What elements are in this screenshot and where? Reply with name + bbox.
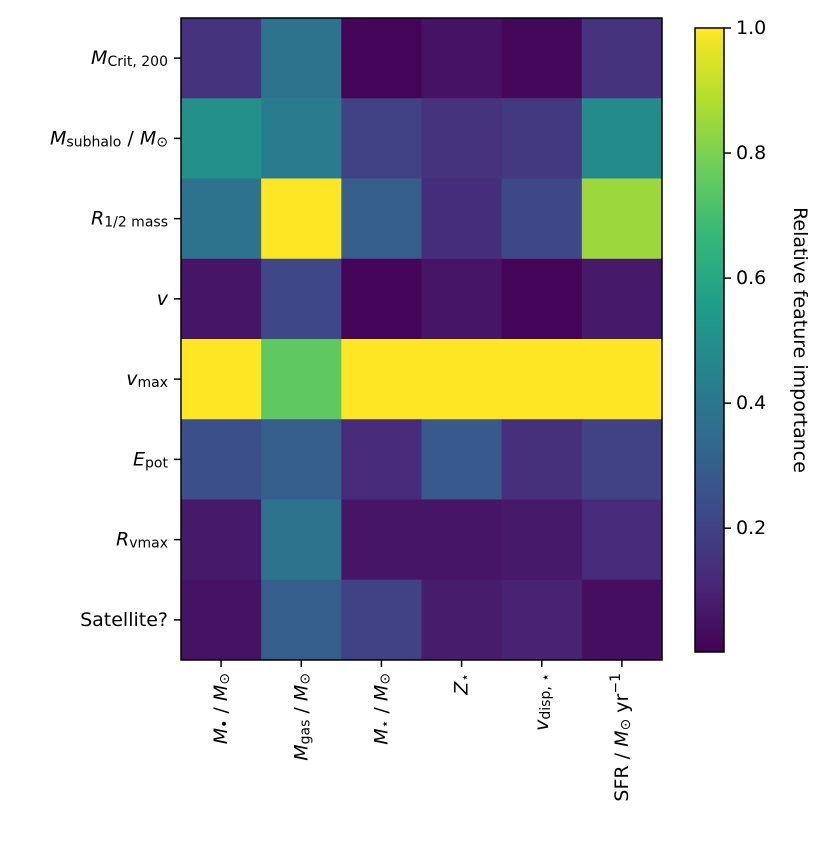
y-tick-label: vmax xyxy=(126,368,168,392)
heatmap-cell xyxy=(341,98,422,179)
colorbar-tick-label: 0.4 xyxy=(736,392,766,414)
y-tick-label: Msubhalo / M⊙ xyxy=(50,127,168,151)
x-tick-label: M• / M⊙ xyxy=(210,673,234,744)
y-tick-label: Rvmax xyxy=(116,528,168,552)
heatmap-cell xyxy=(501,579,583,661)
x-tick-label: Z⋆ xyxy=(450,673,474,696)
heatmap-cell xyxy=(501,98,583,179)
colorbar-tick-label: 0.2 xyxy=(736,517,766,539)
heatmap-cell xyxy=(261,178,342,260)
heatmap-cell xyxy=(421,258,503,340)
colorbar-tick-label: 0.8 xyxy=(736,142,766,164)
colorbar-tick-label: 1.0 xyxy=(736,17,766,39)
heatmap-cell xyxy=(341,499,422,581)
heatmap-cell xyxy=(181,98,262,179)
x-tick-label: vdisp, ⋆ xyxy=(530,673,554,731)
heatmap-cell xyxy=(501,258,583,340)
heatmap-cell xyxy=(421,499,503,581)
heatmap-cell xyxy=(341,178,422,260)
heatmap-cell xyxy=(261,339,342,420)
x-tick-label: Mgas / M⊙ xyxy=(290,673,314,761)
heatmap-cell xyxy=(181,419,262,500)
heatmap-cell xyxy=(341,18,422,99)
heatmap-cell xyxy=(501,339,583,420)
heatmap-cell xyxy=(501,178,583,260)
y-tick-label: MCrit, 200 xyxy=(91,47,168,71)
heatmap-cell xyxy=(261,579,342,661)
heatmap-cell xyxy=(581,419,663,500)
colorbar xyxy=(694,27,725,653)
heatmap-cell xyxy=(181,258,262,340)
y-tick-label: Epot xyxy=(133,448,168,472)
heatmap-cell xyxy=(261,499,342,581)
heatmap-cell xyxy=(341,339,422,420)
heatmap-cell xyxy=(341,419,422,500)
heatmap-cell xyxy=(421,579,503,661)
heatmap-cell xyxy=(421,339,503,420)
heatmap-cell xyxy=(581,579,663,661)
y-tick-label: R1/2 mass xyxy=(91,207,168,231)
plot-frame xyxy=(180,17,663,661)
heatmap-cell xyxy=(581,98,663,179)
heatmap-cell xyxy=(261,98,342,179)
heatmap-cell xyxy=(421,18,503,99)
heatmap-cell xyxy=(181,499,262,581)
heatmap-cell xyxy=(501,499,583,581)
heatmap-cell xyxy=(181,18,262,99)
y-tick-label: v xyxy=(157,287,169,309)
heatmap-cell xyxy=(181,178,262,260)
colorbar-tick-label: 0.6 xyxy=(736,267,766,289)
x-tick-label: M⋆ / M⊙ xyxy=(370,673,394,745)
heatmap-cell xyxy=(501,18,583,99)
heatmap-cell xyxy=(181,339,262,420)
heatmap-cell xyxy=(341,258,422,340)
colorbar-label: Relative feature importance xyxy=(790,207,812,473)
heatmap-cell xyxy=(581,339,663,420)
heatmap-cell xyxy=(341,579,422,661)
heatmap-cell xyxy=(261,419,342,500)
heatmap-cell xyxy=(421,178,503,260)
heatmap-cell xyxy=(581,499,663,581)
heatmap-cell xyxy=(581,258,663,340)
heatmap-cell xyxy=(581,178,663,260)
heatmap-cell xyxy=(421,98,503,179)
y-tick-label: Satellite? xyxy=(80,608,168,630)
x-tick-label: SFR / M⊙ yr−1 xyxy=(608,673,634,802)
heatmap-cell xyxy=(261,258,342,340)
heatmap-cell xyxy=(421,419,503,500)
heatmap-cell xyxy=(261,18,342,99)
heatmap-cell xyxy=(581,18,663,99)
heatmap-cell xyxy=(181,579,262,661)
heatmap-cell xyxy=(501,419,583,500)
